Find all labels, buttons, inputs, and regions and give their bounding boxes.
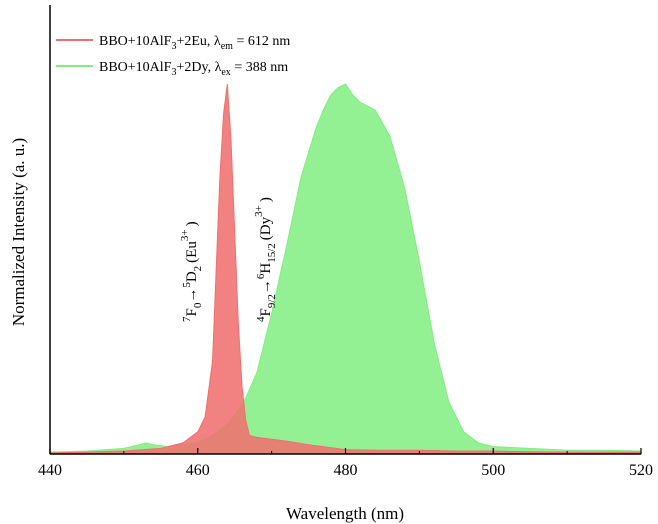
eu-sup1: 7 [181, 316, 193, 322]
x-tick-label: 500 [481, 462, 505, 479]
eu-sup2: 5 [181, 282, 193, 288]
legend-label-eu: BBO+10AlF3+2Eu, λem = 612 nm [99, 34, 290, 52]
dy-main2: H [258, 263, 274, 274]
legend-dy-sub2: ex [221, 67, 230, 78]
dy-ion: (Dy [258, 216, 274, 240]
legend: BBO+10AlF3+2Eu, λem = 612 nm BBO+10AlF3+… [56, 34, 290, 78]
legend-eu-tail: = 612 nm [233, 34, 290, 49]
eu-sub1: 0 [192, 302, 204, 308]
legend-eu-sub1: 3 [171, 41, 176, 52]
eu-main1: F [184, 308, 200, 316]
dy-charge: 3+ [253, 205, 265, 217]
area-series-dy [49, 83, 642, 455]
dy-sup2: 6 [255, 273, 267, 279]
eu-close: ) [184, 221, 200, 226]
y-axis-label: Normalized Intensity (a. u.) [9, 138, 28, 326]
legend-label-dy: BBO+10AlF3+2Dy, λex = 388 nm [99, 60, 288, 78]
legend-dy-sub1: 3 [171, 67, 176, 78]
legend-dy-mid: +2Dy, λ [176, 60, 221, 75]
x-tick-label: 440 [38, 462, 62, 479]
legend-eu-mid: +2Eu, λ [176, 34, 220, 49]
legend-dy-tail: = 388 nm [231, 60, 288, 75]
area-series-eu [49, 83, 642, 455]
dy-main1: F [258, 308, 274, 316]
x-tick-label: 520 [629, 462, 653, 479]
x-tick-label: 460 [186, 462, 210, 479]
legend-eu-sub2: em [221, 41, 233, 52]
eu-charge: 3+ [179, 229, 191, 241]
dy-sup1: 4 [255, 316, 267, 322]
x-ticks: 440 460 480 500 520 [38, 448, 653, 479]
annotation-eu-transition: 7F0→5D2 (Eu3+) [179, 221, 204, 322]
eu-main2: D [184, 271, 200, 282]
eu-sub2: 2 [192, 266, 204, 272]
annotation-dy-transition: 4F9/2→6H15/2 (Dy3+) [253, 197, 278, 322]
dy-sub2: 15/2 [266, 243, 278, 263]
legend-dy-main: BBO+10AlF [99, 60, 172, 75]
x-axis-label: Wavelength (nm) [286, 504, 404, 523]
dy-close: ) [258, 197, 274, 202]
eu-ion: (Eu [184, 241, 200, 263]
plot-areas [49, 83, 642, 455]
dy-sub1: 9/2 [266, 294, 278, 308]
x-tick-label: 480 [334, 462, 358, 479]
eu-arrow: → [184, 288, 200, 303]
legend-eu-main: BBO+10AlF [99, 34, 172, 49]
dy-arrow: → [258, 279, 274, 294]
